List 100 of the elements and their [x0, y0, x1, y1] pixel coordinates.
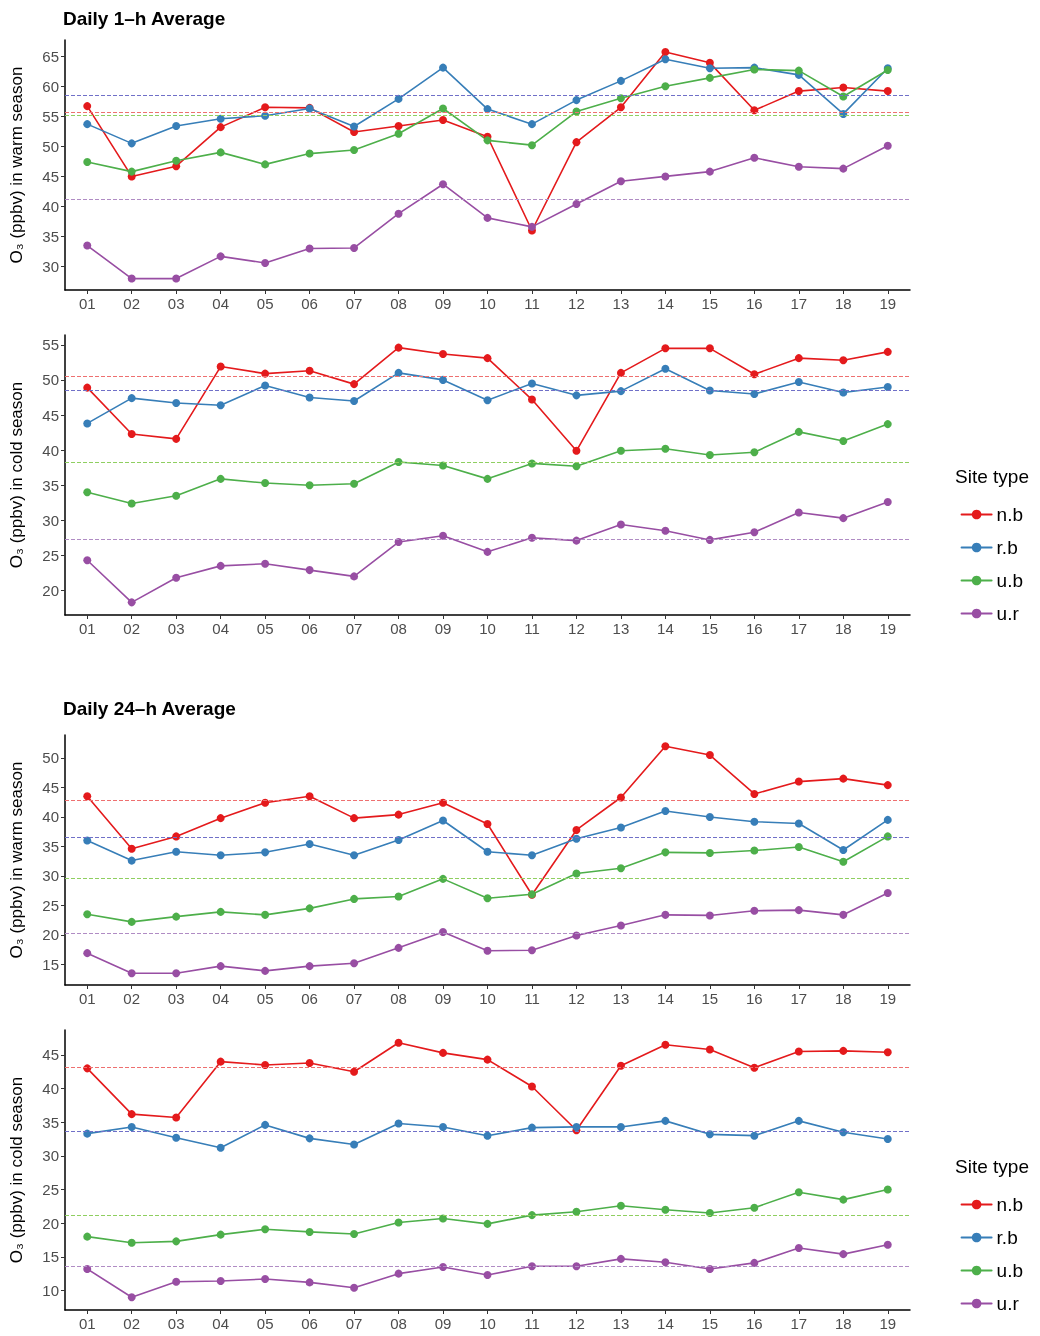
point [661, 82, 670, 91]
point [572, 1207, 581, 1216]
x-tick-label: 14 [657, 990, 674, 1007]
point [305, 366, 314, 375]
point [483, 354, 492, 363]
point [127, 139, 136, 148]
y-axis-title: O₃ (ppbv) in warm season [7, 66, 26, 264]
point [572, 96, 581, 105]
x-tick-label: 19 [879, 295, 897, 312]
point [216, 814, 225, 823]
point [794, 508, 803, 517]
point [572, 825, 581, 834]
point [527, 851, 536, 860]
point [839, 774, 848, 783]
point [127, 598, 136, 607]
x-tick-label: 03 [167, 1315, 185, 1332]
point [750, 448, 759, 457]
point [216, 1143, 225, 1152]
x-tick-label: 10 [479, 990, 496, 1007]
y-tick-label: 55 [42, 336, 59, 354]
point [172, 121, 181, 130]
point [394, 343, 403, 352]
x-tick-label: 09 [434, 1315, 452, 1332]
point [883, 815, 892, 824]
point [261, 258, 270, 267]
point [527, 1082, 536, 1091]
point [172, 1237, 181, 1246]
point [261, 559, 270, 568]
x-tick-label: 11 [524, 620, 540, 637]
point [261, 160, 270, 169]
point [794, 66, 803, 75]
y-tick-label: 35 [42, 476, 59, 494]
point [661, 344, 670, 353]
point [705, 751, 714, 760]
point [350, 1140, 359, 1149]
point [394, 1119, 403, 1128]
point [794, 1188, 803, 1197]
x-tick-label: 04 [212, 295, 229, 312]
point [305, 566, 314, 575]
point [483, 1219, 492, 1228]
y-tick-label: 60 [42, 77, 59, 95]
point [527, 222, 536, 231]
point [172, 969, 181, 978]
point [261, 966, 270, 975]
point [216, 148, 225, 157]
point [350, 1283, 359, 1292]
x-tick-label: 14 [657, 295, 674, 312]
point [705, 1209, 714, 1218]
point [572, 446, 581, 455]
point [839, 1250, 848, 1259]
x-tick-label: 14 [657, 620, 674, 637]
x-tick-label: 19 [879, 1315, 897, 1332]
point [483, 946, 492, 955]
point [705, 848, 714, 857]
point [750, 817, 759, 826]
point [794, 906, 803, 915]
point [261, 1061, 270, 1069]
x-tick-label: 10 [479, 295, 496, 312]
point [750, 846, 759, 855]
point [661, 1040, 670, 1049]
x-tick-label: 04 [212, 1315, 229, 1332]
point [483, 474, 492, 483]
point [305, 792, 314, 801]
point [394, 810, 403, 819]
point [394, 943, 403, 952]
point [794, 1047, 803, 1056]
point [305, 1058, 314, 1067]
point [750, 789, 759, 798]
point [661, 910, 670, 919]
point [661, 848, 670, 857]
point [883, 1185, 892, 1194]
point [394, 1269, 403, 1278]
x-tick-label: 06 [301, 990, 318, 1007]
y-tick-label: 25 [42, 896, 59, 914]
point [216, 474, 225, 483]
point [572, 869, 581, 878]
point [394, 129, 403, 138]
point [305, 393, 314, 402]
y-tick-label: 40 [42, 441, 59, 459]
x-tick-label: 06 [301, 620, 318, 637]
point [483, 396, 492, 405]
legend-label: u.b [996, 570, 1024, 591]
point [794, 87, 803, 96]
point [616, 793, 625, 802]
point [394, 209, 403, 218]
x-tick-label: 19 [879, 990, 897, 1007]
x-tick-label: 10 [479, 620, 496, 637]
point [794, 819, 803, 828]
x-tick-label: 16 [746, 620, 763, 637]
point [794, 378, 803, 387]
point [439, 1048, 448, 1057]
x-tick-label: 17 [790, 990, 808, 1007]
y-tick-label: 20 [42, 1214, 59, 1232]
point [572, 462, 581, 471]
point [616, 864, 625, 873]
point [172, 1113, 181, 1122]
point [261, 381, 270, 390]
point [83, 556, 92, 565]
x-tick-label: 12 [568, 1315, 585, 1332]
point [127, 429, 136, 438]
